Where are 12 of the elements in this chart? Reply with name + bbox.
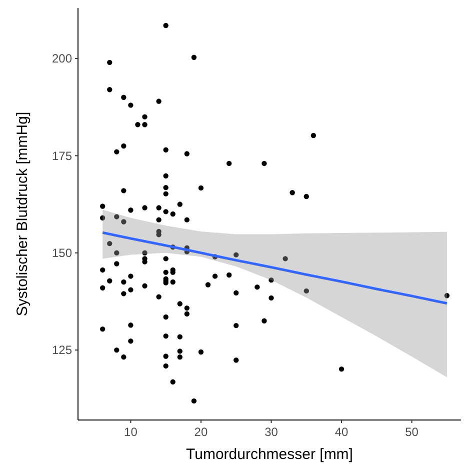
line-series — [101, 231, 448, 305]
x-axis-title: Tumordurchmesser [mm] — [186, 446, 353, 463]
x-tick-label: 30 — [264, 425, 278, 439]
x-tick-label: 10 — [124, 425, 138, 439]
y-tick-label: 175 — [52, 148, 72, 163]
y-tick-label: 200 — [52, 52, 72, 66]
y-tick-label: 150 — [52, 246, 72, 260]
x-tick-label: 50 — [405, 425, 419, 439]
x-tick-label: 40 — [334, 425, 349, 439]
x-tick-label: 20 — [194, 425, 208, 439]
y-tick-label: 125 — [52, 343, 72, 358]
y-axis-title: Systolischer Blutdruck [mmHg] — [14, 112, 31, 316]
